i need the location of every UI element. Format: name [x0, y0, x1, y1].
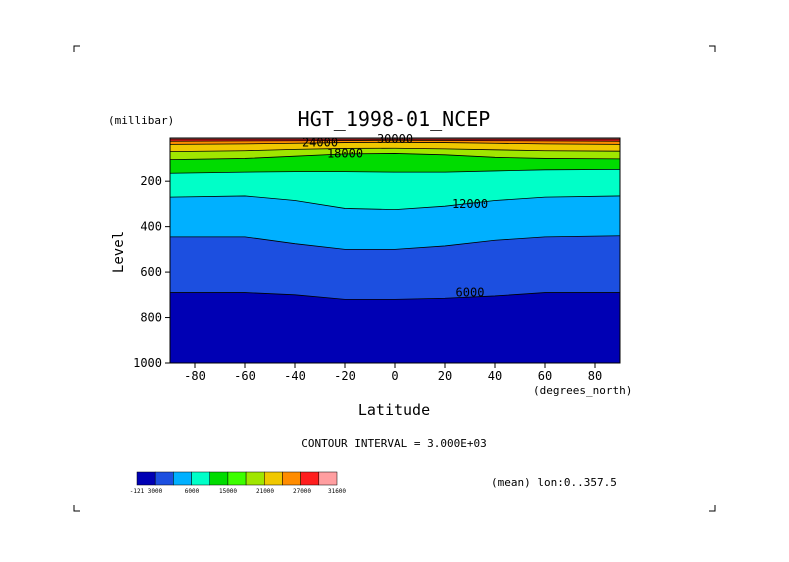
crop-marks [73, 45, 716, 512]
y-axis-label: Level [111, 231, 127, 273]
isoline-18000 [169, 153, 621, 160]
colorbar-swatch [264, 471, 283, 486]
colorbar-swatch [227, 471, 247, 486]
x-units-label: (degrees_north) [533, 384, 632, 397]
colorbar-swatch [191, 471, 210, 486]
mean-annotation: (mean) lon:0..357.5 [491, 476, 617, 489]
y-tick-label: 600 [140, 265, 162, 279]
x-tick-label: 0 [391, 369, 398, 383]
isoline-9000 [170, 235, 621, 250]
colorbar-swatch [173, 471, 192, 486]
isoline-6000 [170, 292, 620, 300]
contour-label-24000: 24000 [302, 135, 338, 149]
x-tick-label: -80 [184, 369, 206, 383]
colorbar-label: 27000 [293, 488, 311, 495]
x-axis: -80 -60 -40 -20 0 20 40 60 80 [184, 363, 602, 383]
colorbar-label: 3000 [148, 488, 163, 495]
contour-label-18000: 18000 [327, 146, 363, 160]
contour-label-30000: 30000 [377, 132, 413, 146]
y-axis: 200 400 600 800 1000 [133, 174, 170, 370]
y-tick-label: 800 [140, 311, 162, 325]
colorbar-label: 15000 [219, 488, 237, 495]
x-tick-label: 20 [438, 369, 452, 383]
band-below-6000 [170, 292, 620, 363]
isoline-15000 [169, 168, 621, 174]
y-tick-label: 200 [140, 174, 162, 188]
y-tick-label: 400 [140, 220, 162, 234]
colorbar: -121 3000 6000 15000 21000 27000 31600 [130, 471, 346, 495]
x-tick-label: -40 [284, 369, 306, 383]
x-tick-label: 80 [588, 369, 602, 383]
colorbar-swatch [136, 471, 156, 486]
y-units-label: (millibar) [108, 114, 174, 127]
x-axis-label: Latitude [358, 401, 430, 419]
plot-isolines [169, 138, 621, 300]
x-tick-label: 60 [538, 369, 552, 383]
plot-fill-bands [170, 138, 620, 363]
colorbar-swatch [154, 471, 174, 486]
colorbar-label: 21000 [256, 488, 274, 495]
colorbar-swatch [282, 471, 301, 486]
colorbar-label: 31600 [328, 488, 346, 495]
colorbar-label: -121 [130, 488, 145, 495]
colorbar-swatch [318, 471, 338, 486]
isoline-27000 [169, 139, 621, 142]
isoline-21000 [169, 147, 621, 153]
isoline-24000 [169, 141, 621, 145]
colorbar-label: 6000 [185, 488, 200, 495]
y-tick-label: 1000 [133, 356, 162, 370]
colorbar-swatch [245, 471, 265, 486]
colorbar-swatch [209, 471, 229, 486]
chart-title: HGT_1998-01_NCEP [298, 107, 491, 131]
contour-interval-text: CONTOUR INTERVAL = 3.000E+03 [301, 437, 486, 450]
x-tick-label: 40 [488, 369, 502, 383]
isoline-12000 [169, 195, 621, 210]
contour-label-12000: 12000 [452, 197, 488, 211]
colorbar-swatch [300, 471, 320, 486]
x-tick-label: -20 [334, 369, 356, 383]
contour-label-6000: 6000 [456, 286, 485, 300]
x-tick-label: -60 [234, 369, 256, 383]
